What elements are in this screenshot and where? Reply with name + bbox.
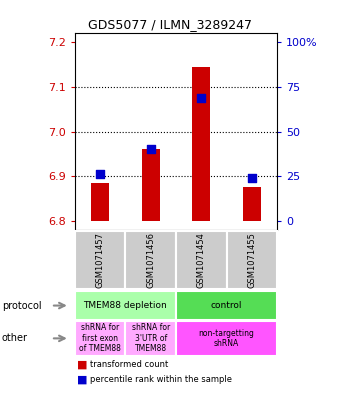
Bar — [192, 67, 210, 221]
Bar — [243, 187, 261, 221]
Text: ■: ■ — [76, 359, 87, 369]
Bar — [91, 183, 109, 221]
Text: transformed count: transformed count — [90, 360, 168, 369]
Text: GSM1071456: GSM1071456 — [146, 232, 155, 288]
Point — [97, 171, 103, 177]
Text: protocol: protocol — [2, 301, 41, 310]
Bar — [142, 149, 159, 221]
Point — [148, 145, 153, 152]
Text: control: control — [211, 301, 242, 310]
Text: GSM1071455: GSM1071455 — [247, 232, 256, 288]
Text: GSM1071457: GSM1071457 — [96, 232, 105, 288]
Text: shRNA for
3'UTR of
TMEM88: shRNA for 3'UTR of TMEM88 — [132, 323, 170, 353]
Text: GDS5077 / ILMN_3289247: GDS5077 / ILMN_3289247 — [88, 18, 252, 31]
Text: shRNA for
first exon
of TMEM88: shRNA for first exon of TMEM88 — [79, 323, 121, 353]
Point — [199, 95, 204, 101]
Text: percentile rank within the sample: percentile rank within the sample — [90, 375, 232, 384]
Text: other: other — [2, 333, 28, 343]
Point — [249, 174, 255, 181]
Text: non-targetting
shRNA: non-targetting shRNA — [199, 329, 254, 348]
Text: ■: ■ — [76, 374, 87, 384]
Text: GSM1071454: GSM1071454 — [197, 232, 206, 288]
Text: TMEM88 depletion: TMEM88 depletion — [84, 301, 167, 310]
